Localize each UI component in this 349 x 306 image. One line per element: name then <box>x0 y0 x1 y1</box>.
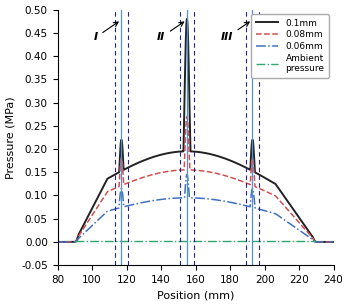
0.1mm <box>219 155 223 159</box>
0.1mm <box>260 174 264 178</box>
Legend: 0.1mm, 0.08mm, 0.06mm, Ambient
pressure: 0.1mm, 0.08mm, 0.06mm, Ambient pressure <box>251 14 329 78</box>
Text: III: III <box>221 22 249 43</box>
0.08mm <box>231 176 235 180</box>
0.1mm <box>332 240 336 244</box>
0.06mm <box>332 240 336 244</box>
0.08mm <box>332 240 336 244</box>
0.06mm <box>185 173 189 176</box>
0.1mm <box>231 160 235 163</box>
Text: I: I <box>94 22 118 43</box>
0.1mm <box>185 17 189 21</box>
0.08mm <box>219 173 223 176</box>
0.06mm <box>55 240 60 244</box>
0.08mm <box>69 240 74 244</box>
0.08mm <box>275 196 279 199</box>
0.06mm <box>275 213 279 217</box>
0.08mm <box>185 115 189 118</box>
Text: II: II <box>157 22 184 43</box>
Line: 0.1mm: 0.1mm <box>58 19 334 242</box>
0.1mm <box>55 240 60 244</box>
0.06mm <box>219 199 223 203</box>
X-axis label: Position (mm): Position (mm) <box>157 290 234 300</box>
0.06mm <box>231 201 235 205</box>
0.1mm <box>69 240 74 244</box>
0.08mm <box>155 172 159 175</box>
0.06mm <box>69 240 74 244</box>
0.06mm <box>155 198 159 202</box>
0.1mm <box>275 184 279 188</box>
0.06mm <box>260 208 264 212</box>
Line: 0.08mm: 0.08mm <box>58 117 334 242</box>
Y-axis label: Pressure (MPa): Pressure (MPa) <box>6 96 16 179</box>
0.1mm <box>155 154 159 158</box>
0.08mm <box>260 188 264 192</box>
Line: 0.06mm: 0.06mm <box>58 174 334 242</box>
0.08mm <box>55 240 60 244</box>
